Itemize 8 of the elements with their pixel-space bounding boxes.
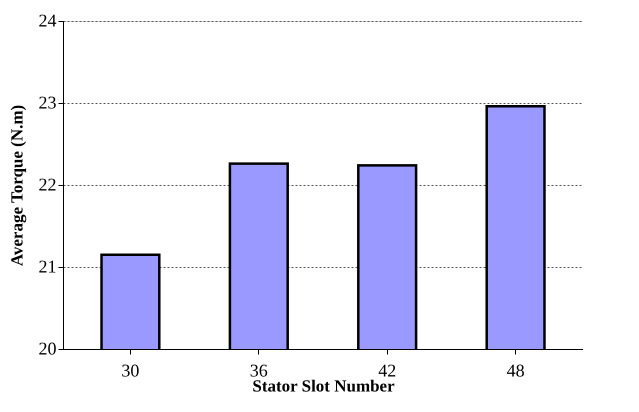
y-axis-title: Average Torque (N.m) <box>8 104 26 266</box>
y-tick-label: 24 <box>38 10 56 30</box>
x-tick-label: 48 <box>506 360 525 380</box>
x-tick-label: 30 <box>121 360 140 380</box>
y-tick-label: 23 <box>38 92 56 112</box>
y-tick-label: 22 <box>38 174 56 194</box>
y-tick-label: 21 <box>38 256 56 276</box>
y-tick-label: 20 <box>38 338 56 358</box>
